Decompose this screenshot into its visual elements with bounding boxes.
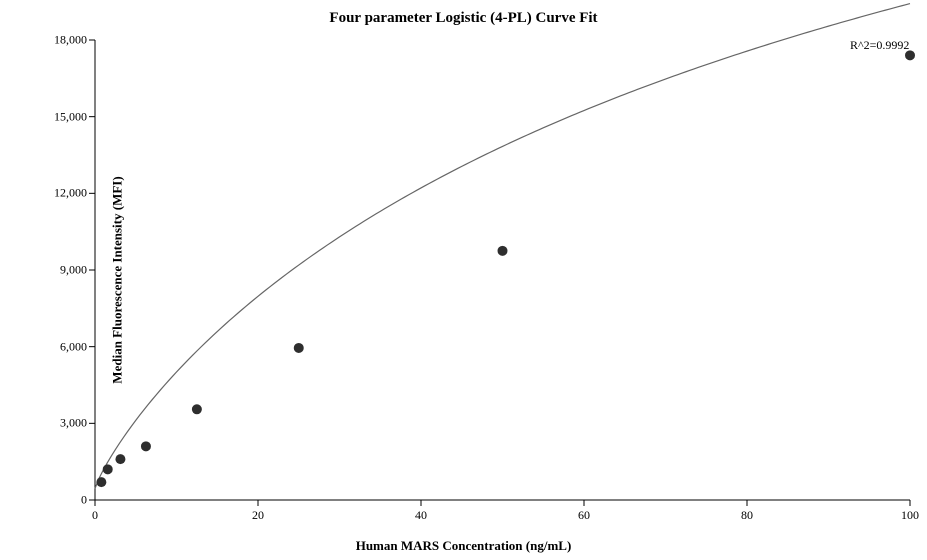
x-tick-label: 100 — [901, 508, 919, 523]
data-point — [96, 477, 106, 487]
y-tick-label: 9,000 — [37, 263, 87, 278]
chart-svg — [0, 0, 927, 560]
x-tick-label: 20 — [252, 508, 264, 523]
chart-container: Four parameter Logistic (4-PL) Curve Fit… — [0, 0, 927, 560]
x-tick-label: 80 — [741, 508, 753, 523]
x-tick-label: 40 — [415, 508, 427, 523]
x-tick-label: 0 — [92, 508, 98, 523]
y-tick-label: 6,000 — [37, 339, 87, 354]
data-point — [115, 454, 125, 464]
data-point — [103, 464, 113, 474]
data-point — [905, 50, 915, 60]
data-point — [141, 441, 151, 451]
data-point — [192, 404, 202, 414]
y-tick-label: 3,000 — [37, 416, 87, 431]
data-point — [498, 246, 508, 256]
y-tick-label: 0 — [37, 493, 87, 508]
y-tick-label: 15,000 — [37, 109, 87, 124]
y-tick-label: 18,000 — [37, 33, 87, 48]
data-point — [294, 343, 304, 353]
y-tick-label: 12,000 — [37, 186, 87, 201]
x-tick-label: 60 — [578, 508, 590, 523]
axes — [95, 40, 910, 500]
